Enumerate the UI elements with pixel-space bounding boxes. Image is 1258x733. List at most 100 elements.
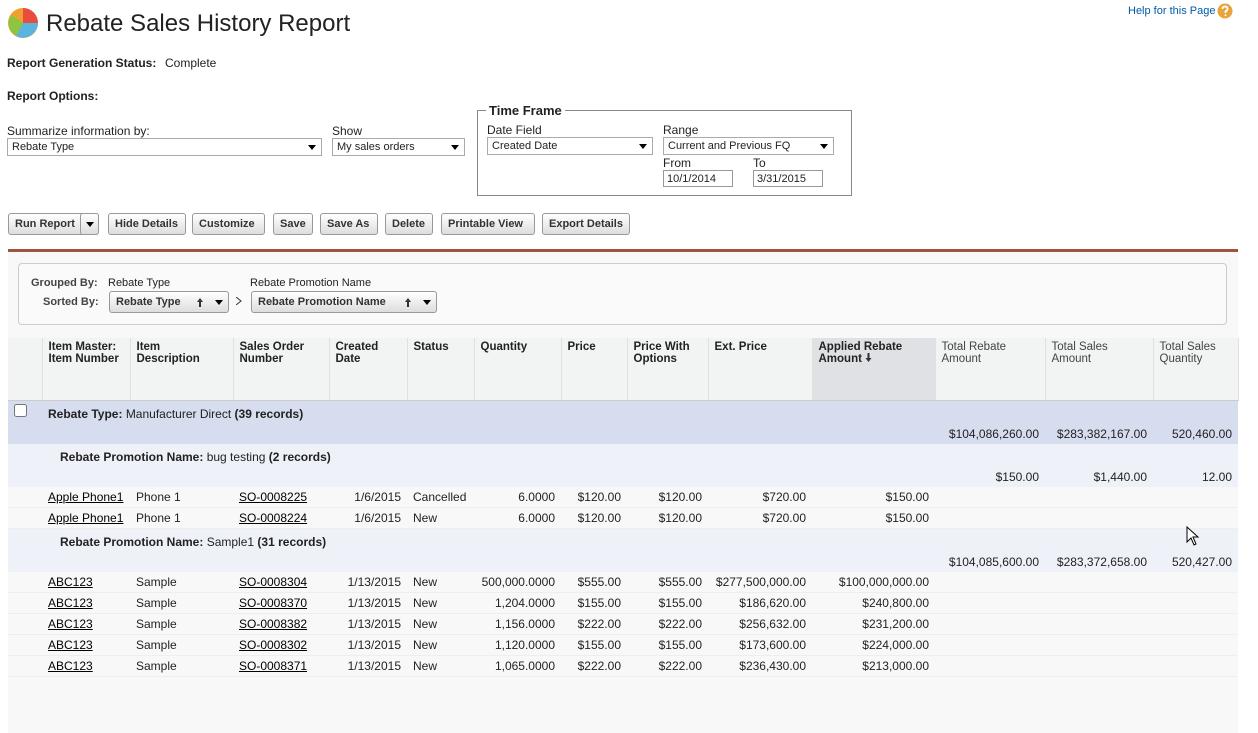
cell-text: $240,800.00 [862, 596, 929, 610]
cell-text: 1/13/2015 [348, 575, 401, 589]
button[interactable]: Delete [385, 213, 433, 235]
range-select[interactable]: Current and Previous FQ [663, 137, 834, 155]
range-label: Range [663, 123, 698, 137]
record-link[interactable]: SO-0008224 [239, 511, 307, 525]
checkbox[interactable] [14, 404, 27, 417]
to-input[interactable]: 3/31/2015 [753, 170, 823, 187]
data-cell: $186,620.00 [708, 592, 812, 613]
group-heading: Rebate Type: Manufacturer Direct (39 rec… [42, 400, 1238, 424]
sg-totals-row: $150.00$1,440.0012.00 [8, 467, 1238, 487]
summarize-select[interactable]: Rebate Type [7, 138, 322, 156]
data-cell: $100,000,000.00 [812, 572, 935, 593]
data-row: ABC123SampleSO-00083701/13/2015New1,204.… [8, 592, 1238, 613]
record-link[interactable]: Apple Phone1 [48, 490, 123, 504]
record-link[interactable]: SO-0008304 [239, 575, 307, 589]
help-link[interactable]: Help for this Page [1128, 5, 1215, 17]
column-header[interactable]: Price [561, 338, 627, 400]
column-header[interactable]: Ext. Price [708, 338, 812, 400]
cell-text: New [413, 511, 437, 525]
cell-text: $231,200.00 [862, 617, 929, 631]
column-header-text: Item Master: Item Number [49, 341, 119, 365]
record-link[interactable]: ABC123 [48, 575, 93, 589]
cell [8, 528, 42, 552]
data-cell: $555.00 [627, 572, 708, 593]
column-header[interactable]: Item Master: Item Number [42, 338, 130, 400]
column-header[interactable]: Applied Rebate Amount [812, 338, 935, 400]
total-cell: $104,086,260.00 [935, 424, 1045, 444]
cell-text: Sample [136, 617, 177, 631]
record-link[interactable]: Apple Phone1 [48, 511, 123, 525]
data-cell: 6.0000 [474, 487, 561, 508]
column-header[interactable]: Total Sales Amount [1045, 338, 1153, 400]
cell [1153, 634, 1238, 655]
data-cell: $120.00 [627, 487, 708, 508]
column-header[interactable]: Status [407, 338, 474, 400]
cell-text: 1/6/2015 [354, 490, 401, 504]
group-value: Manufacturer Direct [126, 407, 231, 421]
sort-level: Rebate Type [116, 296, 181, 308]
chevron [236, 297, 242, 305]
status-value: Complete [165, 56, 216, 70]
data-cell: 1/13/2015 [329, 613, 407, 634]
cell-text: Phone 1 [136, 511, 181, 525]
data-row: ABC123SampleSO-00083821/13/2015New1,156.… [8, 613, 1238, 634]
button[interactable]: Printable View [441, 213, 535, 235]
column-header[interactable]: Item Description [130, 338, 233, 400]
record-link[interactable]: ABC123 [48, 596, 93, 610]
column-header[interactable]: Total Sales Quantity [1153, 338, 1238, 400]
cell [1153, 507, 1238, 528]
data-cell: $231,200.00 [812, 613, 935, 634]
from-input[interactable]: 10/1/2014 [663, 170, 733, 187]
column-header[interactable]: Price With Options [627, 338, 708, 400]
data-cell: $256,632.00 [708, 613, 812, 634]
group-value: Sample1 [207, 535, 254, 549]
record-link[interactable]: SO-0008371 [239, 659, 307, 673]
cell [935, 592, 1045, 613]
record-link[interactable]: ABC123 [48, 659, 93, 673]
sort-button[interactable]: Rebate Type [109, 291, 229, 313]
help-icon[interactable] [1217, 3, 1233, 19]
record-link[interactable]: ABC123 [48, 617, 93, 631]
total-cell: 520,427.00 [1153, 552, 1238, 572]
show-select[interactable]: My sales orders [332, 138, 465, 156]
button[interactable]: Export Details [542, 213, 630, 235]
data-cell: 500,000.0000 [474, 572, 561, 593]
button[interactable]: Save As [320, 213, 378, 235]
sort-level: Rebate Promotion Name [258, 296, 386, 308]
sorted-label: Sorted By: [43, 296, 99, 308]
sort-button[interactable]: Rebate Promotion Name [251, 291, 437, 313]
data-cell: $555.00 [561, 572, 627, 593]
record-link[interactable]: SO-0008302 [239, 638, 307, 652]
column-header[interactable]: Quantity [474, 338, 561, 400]
cell-text: Sample [136, 575, 177, 589]
button[interactable]: Hide Details [108, 213, 186, 235]
data-cell: Cancelled [407, 487, 474, 508]
data-cell: 1,204.0000 [474, 592, 561, 613]
cell-text: $120.00 [659, 490, 702, 504]
column-header[interactable]: Sales Order Number [233, 338, 329, 400]
to-label: To [753, 156, 766, 170]
button-menu[interactable] [80, 213, 99, 235]
data-cell: $120.00 [561, 487, 627, 508]
button[interactable]: Customize [192, 213, 265, 235]
date-field-select[interactable]: Created Date [487, 137, 653, 155]
column-header[interactable]: Created Date [329, 338, 407, 400]
cell [1045, 634, 1153, 655]
column-header[interactable]: Total Rebate Amount [935, 338, 1045, 400]
data-cell: SO-0008224 [233, 507, 329, 528]
cell [1045, 572, 1153, 593]
record-link[interactable]: ABC123 [48, 638, 93, 652]
page-title: Rebate Sales History Report [46, 10, 350, 38]
cell [1045, 507, 1153, 528]
record-link[interactable]: SO-0008370 [239, 596, 307, 610]
cell-text: $222.00 [659, 617, 702, 631]
cell-text: New [413, 659, 437, 673]
cell-text: 500,000.0000 [482, 575, 555, 589]
record-link[interactable]: SO-0008382 [239, 617, 307, 631]
record-link[interactable]: SO-0008225 [239, 490, 307, 504]
button[interactable]: Save [273, 213, 313, 235]
cell [1153, 655, 1238, 676]
data-cell: ABC123 [42, 634, 130, 655]
cell-text: $120.00 [659, 511, 702, 525]
select-value: Created Date [492, 140, 557, 152]
